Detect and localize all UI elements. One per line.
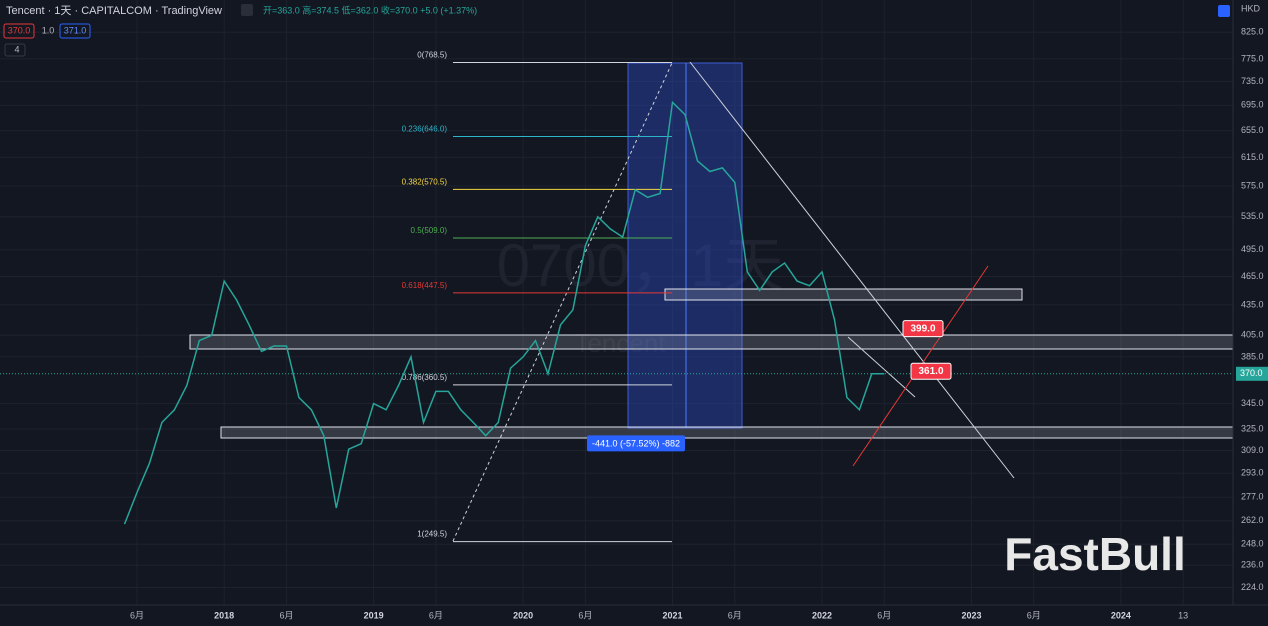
buy[interactable]: 371.0: [64, 25, 87, 35]
y-tick-label: 695.0: [1241, 100, 1264, 110]
y-tick-label: 655.0: [1241, 125, 1264, 135]
icon[interactable]: [1218, 5, 1230, 17]
y-tick-label: 345.0: [1241, 398, 1264, 408]
y-tick-label: 405.0: [1241, 330, 1264, 340]
measure-badge: [586, 435, 686, 452]
y-tick-label: 535.0: [1241, 211, 1264, 221]
y-tick-label: 236.0: [1241, 560, 1264, 570]
x-tick-label: 2024: [1111, 610, 1131, 620]
fib-label: 0.618(447.5): [402, 281, 448, 290]
y-tick-label: 575.0: [1241, 180, 1264, 190]
x-tick-label: 2020: [513, 610, 533, 620]
x-tick-label: 6月: [578, 610, 592, 620]
x-tick-label: 2019: [364, 610, 384, 620]
watermark: 0700，1天: [497, 232, 784, 299]
y-tick-label: 435.0: [1241, 299, 1264, 309]
currency: HKD: [1241, 3, 1261, 13]
y-tick-label: 735.0: [1241, 76, 1264, 86]
zone: [189, 334, 1234, 350]
sell[interactable]: 370.0: [8, 25, 31, 35]
y-tick-label: 224.0: [1241, 582, 1264, 592]
logo: FastBull: [1004, 528, 1185, 580]
x-tick-label: 2023: [961, 610, 981, 620]
x-tick-label: 2021: [663, 610, 683, 620]
y-tick-label: 495.0: [1241, 244, 1264, 254]
watermark-sub: Tencent: [574, 328, 666, 358]
y-tick-label: 277.0: [1241, 491, 1264, 501]
buy-box[interactable]: [59, 23, 91, 39]
trend-line: [847, 336, 916, 398]
callout-box: [910, 362, 952, 380]
icon: [241, 4, 253, 16]
measure-label: -441.0 (-57.52%) -882: [592, 438, 680, 448]
fib-label: 0.382(570.5): [402, 178, 448, 187]
current-price-badge: [1236, 366, 1268, 381]
fib-trend: [452, 62, 673, 542]
ohlc: 开=363.0 高=374.5 低=362.0 收=370.0 +5.0 (+1…: [263, 4, 477, 15]
y-tick-label: 465.0: [1241, 271, 1264, 281]
x-tick-label: 6月: [877, 610, 891, 620]
fib-label: 0.236(646.0): [402, 125, 448, 134]
fib-label: 0.5(509.0): [411, 226, 448, 235]
x-tick-label: 2022: [812, 610, 832, 620]
y-tick-label: 825.0: [1241, 27, 1264, 37]
zone: [664, 288, 1023, 301]
x-tick-label: 6月: [728, 610, 742, 620]
current-price: 370.0: [1240, 368, 1263, 378]
y-tick-label: 775.0: [1241, 53, 1264, 63]
y-tick-label: 309.0: [1241, 445, 1264, 455]
y-tick-label: 385.0: [1241, 351, 1264, 361]
sell-box[interactable]: [3, 23, 35, 39]
trend-line: [689, 61, 1015, 479]
y-tick-label: 293.0: [1241, 468, 1264, 478]
x-tick-label: 6月: [429, 610, 443, 620]
callout-label: 361.0: [918, 366, 943, 377]
x-tick-label: 6月: [279, 610, 293, 620]
price-line: [123, 100, 885, 525]
x-tick-label: 6月: [1027, 610, 1041, 620]
fib-label: 0(768.5): [417, 51, 447, 60]
y-tick-label: 248.0: [1241, 539, 1264, 549]
callout-box: [902, 320, 944, 338]
measure-box: [627, 62, 743, 429]
x-tick-label: 13: [1178, 610, 1188, 620]
fib-label: 1(249.5): [417, 530, 447, 539]
x-tick-label: 6月: [130, 610, 144, 620]
y-tick-label: 615.0: [1241, 152, 1264, 162]
indicators[interactable]: 4: [14, 44, 19, 54]
price-axis: [1233, 0, 1268, 605]
spread: 1.0: [42, 25, 55, 35]
y-tick-label: 262.0: [1241, 515, 1264, 525]
zone: [220, 426, 1234, 439]
fib-label: 0.786(360.5): [402, 373, 448, 382]
x-tick-label: 2018: [214, 610, 234, 620]
indicators-box[interactable]: [4, 43, 26, 57]
callout-label: 399.0: [910, 323, 935, 334]
y-tick-label: 325.0: [1241, 423, 1264, 433]
symbol: Tencent · 1天 · CAPITALCOM · TradingView: [6, 5, 222, 17]
